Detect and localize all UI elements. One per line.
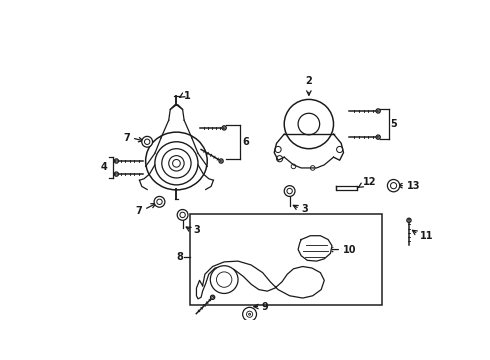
Circle shape	[337, 147, 343, 153]
Polygon shape	[298, 236, 332, 261]
Text: 8: 8	[176, 252, 183, 262]
Text: 7: 7	[123, 133, 130, 143]
Circle shape	[114, 172, 119, 176]
Circle shape	[276, 156, 283, 162]
Text: 2: 2	[305, 76, 312, 86]
Text: 1: 1	[184, 91, 191, 100]
Circle shape	[154, 197, 165, 207]
Circle shape	[219, 159, 223, 163]
Circle shape	[210, 266, 238, 293]
Circle shape	[177, 210, 188, 220]
Circle shape	[284, 186, 295, 197]
Circle shape	[376, 135, 380, 139]
Circle shape	[291, 164, 296, 169]
Circle shape	[388, 180, 400, 192]
Text: 6: 6	[242, 137, 248, 147]
Circle shape	[142, 136, 152, 147]
Text: 5: 5	[391, 119, 397, 129]
Circle shape	[114, 159, 119, 163]
Text: 12: 12	[363, 177, 376, 187]
Circle shape	[284, 99, 334, 149]
Text: 3: 3	[301, 204, 308, 214]
Text: 11: 11	[420, 231, 433, 241]
Text: 10: 10	[343, 244, 356, 255]
Circle shape	[222, 126, 226, 130]
Circle shape	[243, 307, 257, 321]
Text: 7: 7	[136, 206, 143, 216]
Circle shape	[211, 295, 215, 300]
Text: 4: 4	[100, 162, 107, 172]
Text: 9: 9	[262, 302, 269, 311]
Circle shape	[407, 218, 411, 222]
Text: 13: 13	[407, 181, 420, 191]
Circle shape	[311, 166, 315, 170]
Circle shape	[275, 147, 281, 153]
Circle shape	[247, 312, 252, 316]
Polygon shape	[196, 261, 324, 299]
Text: 3: 3	[194, 225, 200, 235]
Circle shape	[376, 109, 380, 113]
Bar	[190, 214, 382, 305]
